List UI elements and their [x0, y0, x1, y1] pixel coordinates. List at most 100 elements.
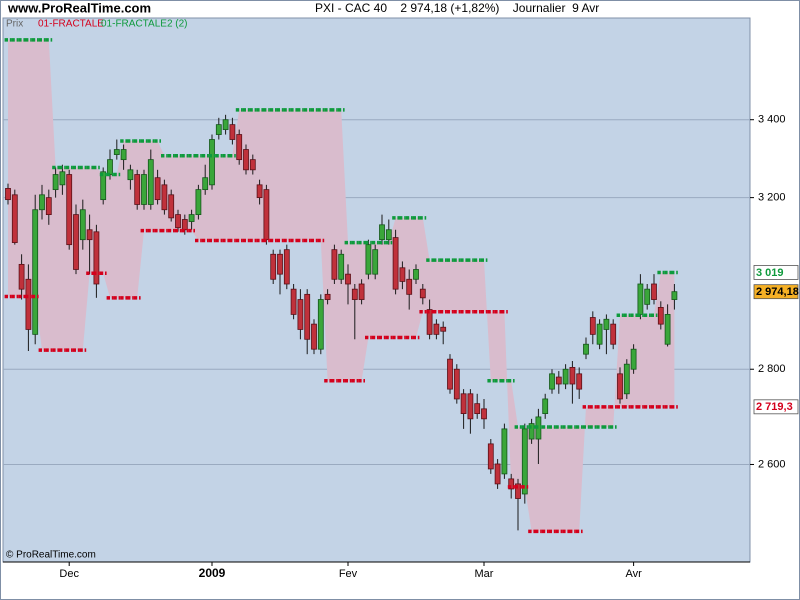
candle-body	[521, 428, 528, 495]
candle-body	[358, 283, 365, 300]
candle-body	[154, 177, 161, 201]
candle-body	[603, 318, 610, 330]
candle-body	[508, 478, 515, 490]
fractal-area	[8, 39, 675, 532]
candle-body	[345, 273, 351, 285]
price-label-box	[753, 284, 799, 300]
candle-body	[256, 184, 263, 199]
candle-body	[249, 159, 256, 171]
candle-body	[32, 209, 39, 335]
candle-body	[18, 263, 25, 290]
candle-body	[5, 188, 11, 201]
candle-body	[304, 293, 311, 340]
candle-body	[52, 174, 59, 191]
candle-body	[623, 363, 630, 395]
x-tick-label: 2009	[199, 566, 226, 580]
candle-body	[440, 326, 447, 332]
price-label: 2 719,3	[756, 401, 793, 413]
candle-body	[630, 348, 637, 370]
x-tick-label: Dec	[59, 568, 79, 580]
candle-body	[25, 278, 32, 330]
y-tick-label: 2 600	[758, 458, 786, 470]
candle-body	[447, 358, 453, 390]
candle-body	[644, 288, 651, 305]
site-name: www.ProRealTime.com	[7, 0, 151, 15]
candle-body	[209, 139, 215, 186]
candle-body	[481, 408, 487, 420]
candle-body	[45, 197, 52, 215]
candle-body	[11, 194, 18, 243]
candle-body	[311, 323, 317, 350]
candle-body	[181, 219, 188, 231]
candle-body	[86, 229, 93, 241]
candle-body	[664, 314, 671, 345]
candle-body	[487, 443, 494, 470]
candle-body	[474, 403, 481, 414]
y-tick-label: 2 800	[758, 363, 786, 375]
candle-body	[426, 309, 433, 335]
candle-body	[127, 169, 134, 181]
candle-body	[222, 119, 229, 130]
candle-body	[528, 423, 535, 440]
candle-body	[263, 189, 270, 241]
candle-body	[175, 214, 181, 229]
candle-body	[576, 373, 583, 390]
candle-body	[399, 267, 406, 282]
price-label-box	[753, 265, 799, 280]
candle-body	[161, 184, 168, 211]
candle-body	[79, 209, 86, 241]
candle-body	[671, 291, 678, 300]
x-tick-label: Fev	[339, 568, 358, 580]
candle-body	[542, 398, 549, 414]
candle-body	[657, 307, 664, 325]
candle-body	[297, 299, 304, 330]
candle-body	[168, 194, 175, 219]
candle-body	[385, 229, 392, 241]
candle-body	[59, 171, 66, 186]
candle-body	[453, 368, 460, 400]
x-tick-label: Mar	[475, 568, 494, 580]
candle-body	[555, 376, 562, 385]
candle-body	[215, 124, 222, 135]
candle-body	[290, 288, 297, 315]
candle-body	[433, 323, 440, 335]
candle-body	[419, 288, 426, 299]
price-label-box	[753, 399, 799, 415]
candle-body	[236, 134, 243, 161]
y-tick-label: 3 200	[758, 192, 786, 204]
legend-prix: Prix	[6, 19, 23, 30]
candle-body	[229, 124, 236, 140]
candle-body	[39, 194, 45, 211]
candle-body	[515, 483, 521, 499]
candle-body	[501, 428, 508, 475]
candle-body	[351, 288, 358, 300]
candle-body	[120, 149, 127, 161]
candle-body	[107, 159, 113, 175]
candle-body	[379, 224, 385, 241]
price-label: 2 974,18	[756, 286, 799, 298]
candle-body	[134, 174, 141, 205]
candle-body	[338, 253, 345, 280]
candle-body	[651, 283, 657, 300]
candle-body	[392, 237, 399, 290]
candle-body	[73, 214, 79, 270]
candle-body	[324, 293, 331, 300]
plot-area	[2, 17, 751, 563]
candle-body	[270, 253, 277, 280]
candle-body	[202, 177, 209, 191]
candle-body	[141, 174, 147, 205]
candle-body	[413, 269, 419, 280]
candle-body	[195, 189, 202, 215]
candle-body	[277, 253, 283, 275]
candle-body	[283, 249, 290, 285]
chart-title: PXI - CAC 40 2 974,18 (+1,82%) Journalie…	[315, 1, 599, 15]
candle-body	[583, 343, 589, 355]
candle-body	[637, 283, 644, 315]
candle-body	[596, 323, 603, 345]
candle-body	[147, 159, 154, 205]
footer: © ProRealTime.com	[6, 550, 96, 561]
candle-body	[188, 214, 195, 222]
candle-body	[372, 249, 379, 275]
